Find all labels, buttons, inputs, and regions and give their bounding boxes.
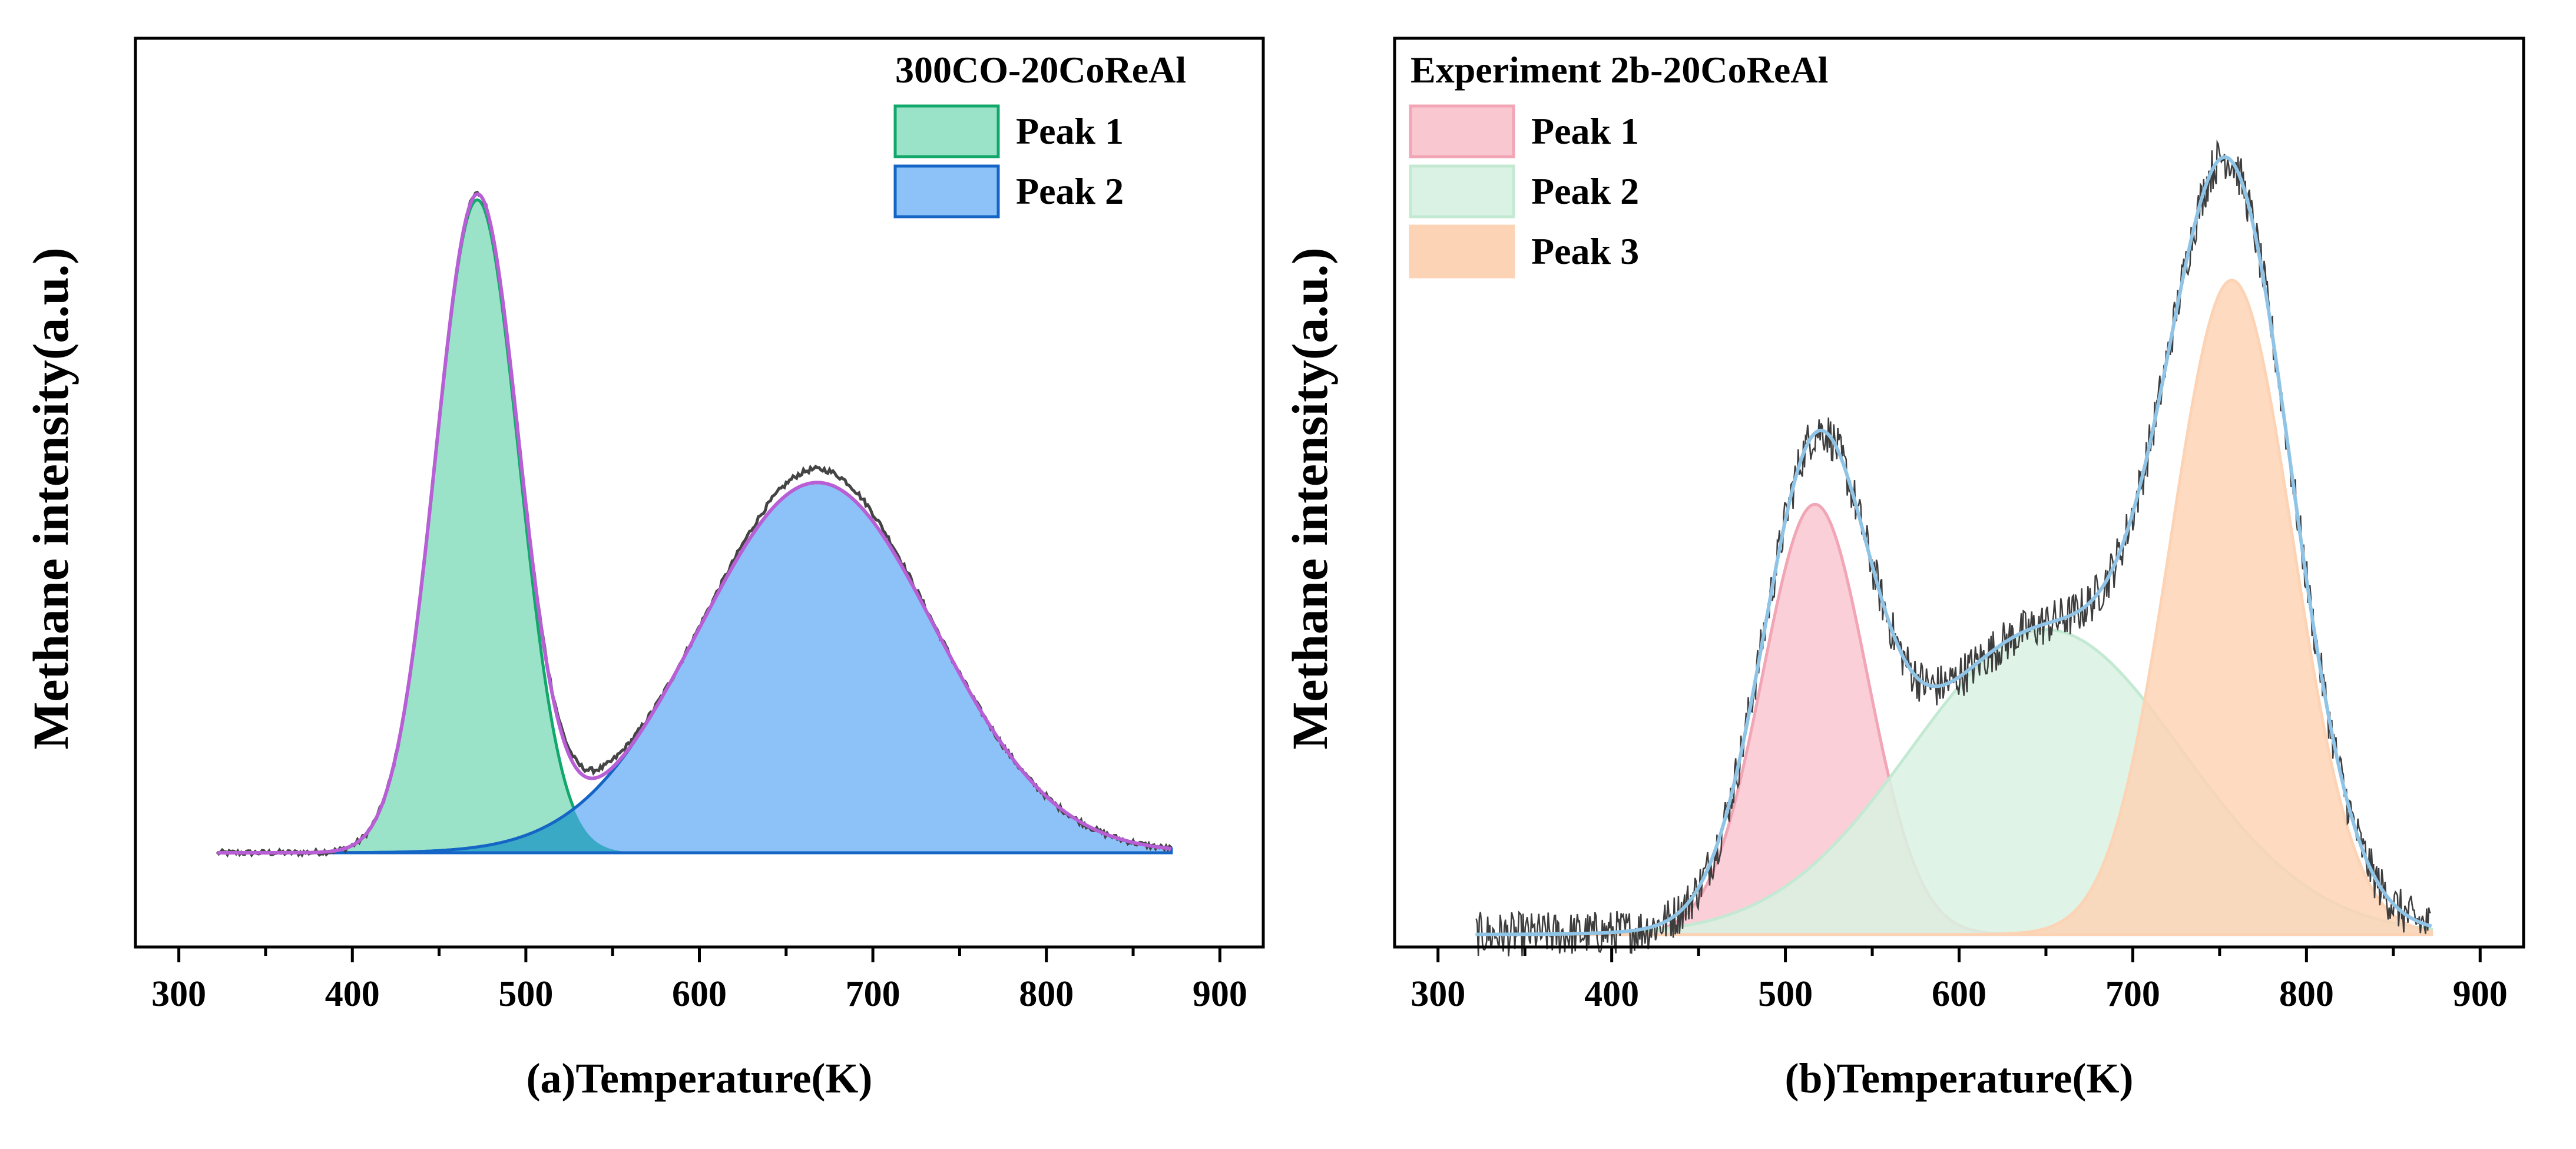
legend-label-peak-3: Peak 3 xyxy=(1531,230,1639,272)
x-axis-title: (a)Temperature(K) xyxy=(527,1055,873,1102)
x-tick-label-500: 500 xyxy=(1758,974,1813,1014)
x-tick-label-800: 800 xyxy=(2279,974,2334,1014)
x-tick-label-300: 300 xyxy=(151,974,206,1014)
x-tick-label-800: 800 xyxy=(1019,974,1074,1014)
chart-panel-b: 300 400 500 600 700 800 900 (b)Temperature(K) Me… xyxy=(1282,37,2525,1102)
x-tick-label-400: 400 xyxy=(1584,974,1639,1014)
x-tick-label-600: 600 xyxy=(672,974,727,1014)
x-tick-label-900: 900 xyxy=(2453,974,2508,1014)
legend-swatch-peak-3 xyxy=(1409,224,1515,279)
x-tick-label-700: 700 xyxy=(846,974,900,1014)
x-tick-label-600: 600 xyxy=(1932,974,1986,1014)
fitted-envelope-line xyxy=(1476,155,2432,936)
legend: Experiment 2b-20CoReAl Peak 1 Peak 2 Peak 3 xyxy=(1409,49,1828,279)
legend-label-peak-2: Peak 2 xyxy=(1016,170,1124,212)
peak-2-area xyxy=(217,481,1173,855)
x-tick-label-900: 900 xyxy=(1193,974,1247,1014)
legend-swatch-peak-1 xyxy=(1409,104,1515,158)
legend-swatch-peak-1 xyxy=(893,104,1000,158)
fitted-envelope-line xyxy=(217,192,1172,855)
x-tick-label-700: 700 xyxy=(2105,974,2160,1014)
legend-title: Experiment 2b-20CoReAl xyxy=(1410,49,1828,91)
x-axis-title: (b)Temperature(K) xyxy=(1785,1055,2134,1102)
x-tick-label-400: 400 xyxy=(325,974,380,1014)
legend-label-peak-1: Peak 1 xyxy=(1531,110,1639,152)
chart-panel-a: 300 400 500 600 700 800 900 (a)Temperature(K) Me… xyxy=(22,37,1265,1102)
legend: 300CO-20CoReAl Peak 1 Peak 2 xyxy=(893,49,1186,218)
y-axis-title: Methane intensity(a.u.) xyxy=(22,247,79,750)
legend-label-peak-2: Peak 2 xyxy=(1531,170,1639,212)
legend-swatch-peak-2 xyxy=(1409,164,1515,218)
y-axis-title: Methane intensity(a.u.) xyxy=(1282,247,1338,750)
legend-label-peak-1: Peak 1 xyxy=(1016,110,1124,152)
x-tick-label-500: 500 xyxy=(498,974,553,1014)
legend-swatch-peak-2 xyxy=(893,164,1000,218)
legend-title: 300CO-20CoReAl xyxy=(895,49,1186,91)
x-tick-label-300: 300 xyxy=(1410,974,1465,1014)
